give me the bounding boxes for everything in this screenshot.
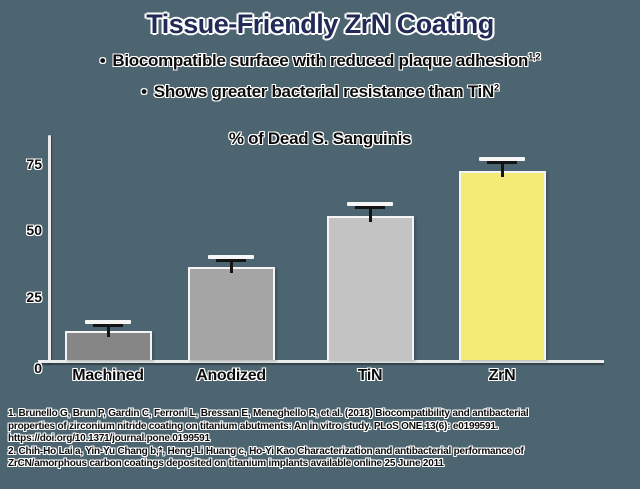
error-bar-machined	[85, 319, 131, 337]
slide: Tissue-Friendly ZrN Coating • Biocompatib…	[0, 9, 640, 489]
reference-line: ZrCN/amorphous carbon coatings deposited…	[8, 458, 444, 469]
bullet-marker: •	[99, 51, 106, 70]
error-bar-cap	[355, 206, 385, 210]
error-bar-cap	[93, 323, 123, 327]
bullet-text: Shows greater bacterial resistance than …	[153, 82, 494, 101]
x-axis-label-zrn: ZrN	[488, 367, 516, 384]
error-bar-anodized	[208, 254, 254, 273]
references: 1. Brunello G, Brun P, Gardin C, Ferroni…	[8, 408, 638, 471]
x-axis-label-anodized: Anodized	[196, 367, 266, 384]
y-axis-line	[48, 135, 51, 363]
bar-tin	[326, 216, 414, 360]
chart-title: % of Dead S. Sanguinis	[228, 129, 412, 148]
bar-chart: % of Dead S. Sanguinis 0 25 50 75 Machined An…	[0, 127, 640, 399]
x-axis-label-tin: TiN	[357, 367, 383, 384]
error-bar-stem	[368, 209, 372, 223]
reference-line: 2. Chih-Ho Lai a, Yin-Yu Chang b,*, Heng…	[8, 445, 524, 457]
error-bar-stem	[500, 164, 504, 178]
bullet-text: Biocompatible surface with reduced plaqu…	[112, 51, 529, 70]
bullet-superscript: 2	[493, 82, 499, 93]
bullet-superscript: 1,2	[528, 51, 541, 62]
slide-title: Tissue-Friendly ZrN Coating	[146, 9, 494, 39]
bar-anodized	[187, 267, 275, 360]
error-bar-cap	[487, 161, 517, 165]
reference-line: properties of zirconium nitride coating …	[8, 420, 499, 432]
bullet-list: • Biocompatible surface with reduced plaq…	[0, 51, 640, 102]
y-tick-label: 75	[26, 155, 42, 172]
error-bar-highlight	[208, 254, 254, 259]
bullet-item-bacterial-resistance: • Shows greater bacterial resistance than…	[0, 82, 640, 102]
x-axis-line	[38, 360, 604, 363]
error-bar-stem	[106, 326, 110, 337]
error-bar-stem	[229, 261, 233, 273]
y-tick-label: 0	[34, 360, 42, 376]
reference-line: https://doi.org/10.1371/journal.pone.019…	[8, 433, 210, 444]
error-bar-tin	[347, 202, 393, 223]
error-bar-highlight	[85, 319, 131, 324]
error-bar-highlight	[479, 157, 525, 162]
bullet-marker: •	[141, 82, 147, 101]
reference-line: 1. Brunello G, Brun P, Gardin C, Ferroni…	[8, 408, 529, 419]
plot-area: 0 25 50 75 Machined Anodized TiN ZrN	[0, 127, 640, 399]
error-bar-cap	[216, 258, 246, 262]
y-tick-label: 50	[26, 222, 42, 238]
bar-zrn	[458, 171, 546, 360]
error-bar-zrn	[479, 157, 525, 178]
bar-machined	[64, 331, 152, 360]
x-axis-label-machined: Machined	[72, 367, 144, 384]
bullet-item-biocompatible: • Biocompatible surface with reduced plaq…	[0, 51, 640, 71]
y-tick-label: 25	[26, 288, 42, 305]
error-bar-highlight	[347, 202, 393, 207]
